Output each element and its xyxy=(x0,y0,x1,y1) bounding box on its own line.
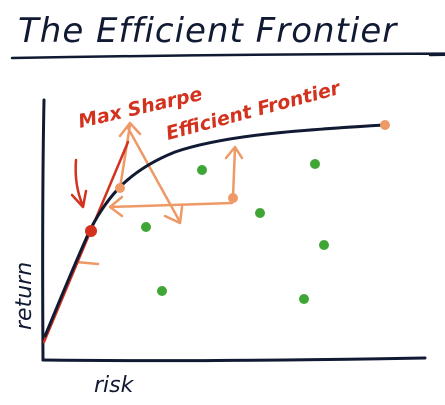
portfolio-move-arrows xyxy=(74,121,244,266)
y-axis-label: return xyxy=(12,262,37,330)
orange-dot xyxy=(380,120,390,130)
orange-dot xyxy=(115,183,125,193)
green-dot xyxy=(141,222,151,232)
move-arrow-up-right xyxy=(231,146,237,199)
arrowhead-left xyxy=(108,195,124,218)
green-dot xyxy=(310,159,320,169)
max-sharpe-pointer xyxy=(74,158,85,208)
green-dot xyxy=(255,208,265,218)
max-sharpe-pointer-head xyxy=(70,189,88,209)
green-dot xyxy=(157,286,167,296)
move-arrow-diagonal xyxy=(126,126,182,224)
max-sharpe-point xyxy=(85,225,97,237)
green-portfolios xyxy=(141,159,329,304)
y-axis xyxy=(41,98,46,362)
title-underline xyxy=(10,52,445,60)
arrowhead-up-left xyxy=(118,121,142,138)
x-axis-label: risk xyxy=(94,373,135,398)
tangent-cross xyxy=(74,260,100,266)
orange-portfolios xyxy=(115,120,390,203)
efficient-frontier-curve xyxy=(43,123,387,338)
green-dot xyxy=(197,165,207,175)
arrowhead-up-right xyxy=(224,145,244,160)
arrowhead-diagonal xyxy=(163,205,184,225)
x-axis xyxy=(41,356,427,363)
green-dot xyxy=(319,240,329,250)
move-arrow-up-left xyxy=(118,123,132,190)
move-arrow-left xyxy=(108,201,234,209)
orange-dot xyxy=(228,193,238,203)
diagram-title: The Efficient Frontier xyxy=(18,11,398,51)
green-dot xyxy=(299,294,309,304)
